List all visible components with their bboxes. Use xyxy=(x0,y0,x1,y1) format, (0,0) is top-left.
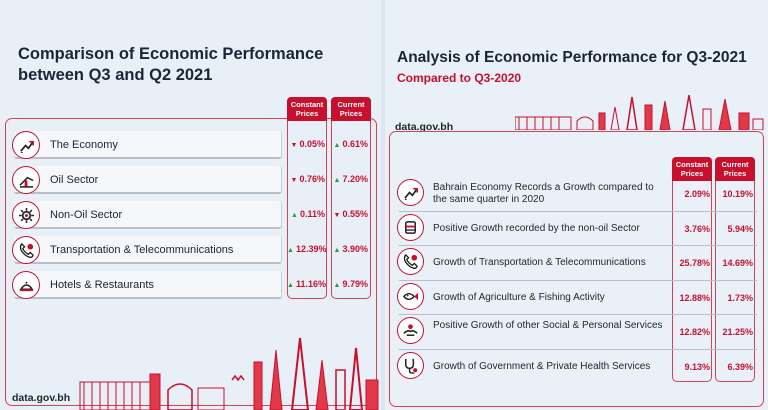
left-row-bar xyxy=(14,201,282,229)
down-arrow-icon: ▼ xyxy=(290,177,298,184)
right-row-label: Growth of Agriculture & Fishing Activity xyxy=(433,291,605,303)
right-subtitle: Compared to Q3-2020 xyxy=(397,71,522,85)
right-row-current-value: 14.69% xyxy=(722,258,753,268)
left-infographic-panel: Comparison of Economic Performance betwe… xyxy=(0,0,381,410)
right-row-constant-value: 2.09% xyxy=(684,189,710,199)
right-row-label: Positive Growth recorded by the non-oil … xyxy=(433,222,640,234)
up-arrow-icon: ▲ xyxy=(333,177,341,184)
left-row-label: Hotels & Restaurants xyxy=(50,279,154,291)
up-arrow-icon: ▲ xyxy=(333,142,341,149)
left-title: Comparison of Economic Performance betwe… xyxy=(18,45,324,84)
left-row-current-value: ▲ 9.79% xyxy=(333,279,368,289)
phone-icon xyxy=(397,248,424,275)
oil-barrel-icon xyxy=(397,213,424,241)
left-row-bar xyxy=(14,166,282,194)
left-row-constant-value: ▲ 0.11% xyxy=(291,209,325,219)
left-row-constant-value: ▼ 0.05% xyxy=(290,139,325,149)
right-row-label: Growth of Government & Private Health Se… xyxy=(433,360,651,372)
oil-pump-icon xyxy=(12,166,40,194)
left-row-current-value: ▲ 3.90% xyxy=(333,244,368,254)
left-row-constant-value: ▼ 0.76% xyxy=(290,174,325,184)
left-skyline-illustration xyxy=(79,337,379,410)
right-col-current xyxy=(715,181,755,382)
right-row-current-value: 5.94% xyxy=(727,223,753,234)
right-row-current-value: 21.25% xyxy=(722,327,753,337)
left-row-label: Oil Sector xyxy=(50,174,99,186)
right-source-url: data.gov.bh xyxy=(395,121,454,133)
right-skyline-illustration xyxy=(515,95,764,130)
right-row-current-value: 1.73% xyxy=(727,292,753,303)
right-row-separator xyxy=(399,314,757,315)
left-row-bar xyxy=(14,236,282,264)
left-row-constant-value: ▲ 12.39% xyxy=(287,244,327,254)
left-table-frame xyxy=(5,118,377,406)
right-row-separator xyxy=(399,348,757,350)
hands-icon xyxy=(397,317,424,344)
right-title: Analysis of Economic Performance for Q3-… xyxy=(397,49,747,66)
right-table-frame xyxy=(389,131,764,407)
down-arrow-icon: ▼ xyxy=(290,142,298,149)
right-row-constant-value: 25.78% xyxy=(679,258,710,268)
phone-icon xyxy=(12,236,40,264)
right-infographic-panel: Analysis of Economic Performance for Q3-… xyxy=(385,0,768,410)
right-row-separator xyxy=(399,210,757,212)
right-row-constant-value: 9.13% xyxy=(684,361,710,372)
up-arrow-icon: ▲ xyxy=(333,282,341,289)
left-row-label: The Economy xyxy=(50,139,118,151)
right-row-separator xyxy=(399,279,757,281)
fish-icon xyxy=(397,282,424,310)
right-row-constant-value: 12.88% xyxy=(679,292,710,303)
chart-up-icon xyxy=(397,179,424,206)
right-col-constant xyxy=(672,181,712,382)
right-row-current-value: 6.39% xyxy=(727,361,753,372)
left-col-header-constant: Constant Prices xyxy=(287,97,327,121)
chart-up-icon xyxy=(12,131,40,159)
left-row-current-value: ▼ 0.55% xyxy=(333,209,368,219)
left-row-current-value: ▲ 7.20% xyxy=(333,174,368,184)
right-row-constant-value: 3.76% xyxy=(684,223,710,234)
stethoscope-icon xyxy=(397,351,424,379)
left-row-constant-value: ▲ 11.16% xyxy=(287,279,326,289)
right-row-separator xyxy=(399,245,757,246)
left-row-bar xyxy=(14,271,282,299)
down-arrow-icon: ▼ xyxy=(333,212,341,219)
right-col-header-current: Current Prices xyxy=(715,157,755,181)
up-arrow-icon: ▲ xyxy=(287,247,294,254)
left-col-header-current: Current Prices xyxy=(331,97,371,121)
right-row-label: Positive Growth of other Social & Person… xyxy=(433,320,663,331)
left-source-url: data.gov.bh xyxy=(12,392,71,404)
restaurant-icon xyxy=(12,271,40,299)
right-row-label: Bahrain Economy Records a Growth compare… xyxy=(433,182,654,205)
left-col-current xyxy=(331,121,371,299)
right-row-current-value: 10.19% xyxy=(722,189,753,199)
left-row-bar xyxy=(14,131,282,159)
up-arrow-icon: ▲ xyxy=(291,212,298,219)
left-col-constant xyxy=(287,121,327,299)
gear-icon xyxy=(12,201,40,229)
left-row-label: Transportation & Telecommunications xyxy=(50,244,234,256)
left-row-current-value: ▲ 0.61% xyxy=(333,139,368,149)
right-row-constant-value: 12.82% xyxy=(679,327,710,337)
right-row-label: Growth of Transportation & Telecommunica… xyxy=(433,257,646,268)
right-col-header-constant: Constant Prices xyxy=(672,157,712,181)
up-arrow-icon: ▲ xyxy=(333,247,341,254)
up-arrow-icon: ▲ xyxy=(287,282,294,289)
left-row-label: Non-Oil Sector xyxy=(50,209,123,221)
